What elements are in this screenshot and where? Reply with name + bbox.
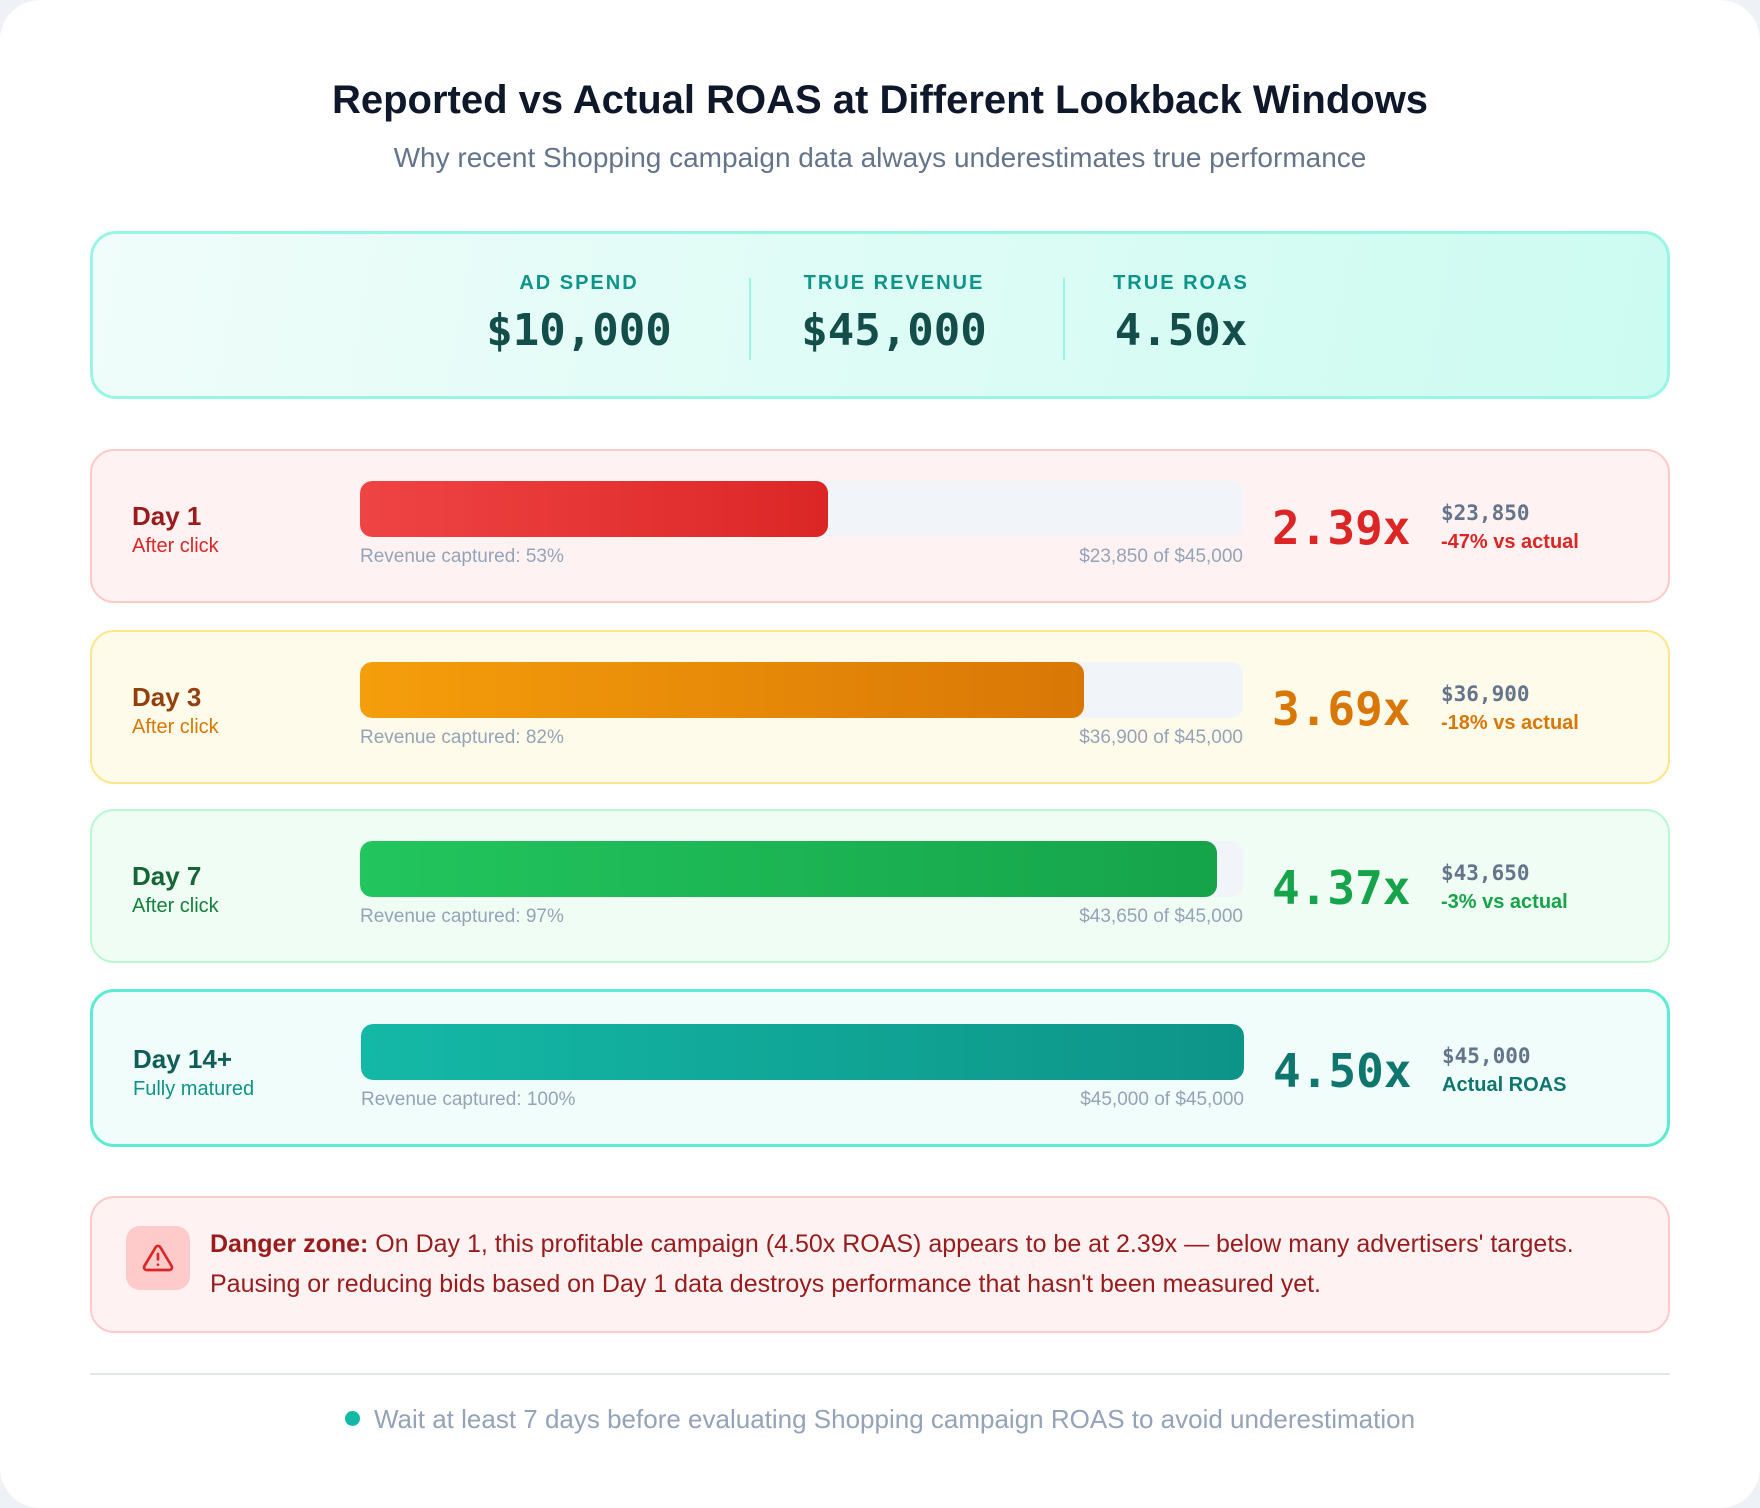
lookback-row: Day 1 After click Revenue captured: 53% … bbox=[90, 449, 1670, 603]
stat-label: AD SPEND bbox=[519, 272, 639, 294]
revenue-progress-track bbox=[361, 1024, 1244, 1080]
page-subtitle: Why recent Shopping campaign data always… bbox=[393, 142, 1367, 173]
warning-triangle-icon bbox=[126, 1226, 190, 1290]
row-sub-label: After click bbox=[132, 535, 219, 557]
row-day-label: Day 3 bbox=[132, 682, 202, 712]
revenue-progress-fill bbox=[360, 662, 1085, 718]
reported-roas-value: 3.69x bbox=[1272, 682, 1411, 736]
danger-body: On Day 1, this profitable campaign (4.50… bbox=[210, 1230, 1574, 1298]
lookback-row: Day 7 After click Revenue captured: 97% … bbox=[90, 809, 1670, 963]
stat-value: 4.50x bbox=[1114, 305, 1248, 356]
row-sub-label: Fully matured bbox=[133, 1078, 255, 1100]
row-day-label: Day 1 bbox=[132, 501, 202, 531]
revenue-captured-caption: Revenue captured: 82% bbox=[360, 727, 564, 748]
row-sub-label: After click bbox=[132, 895, 219, 917]
revenue-captured-caption: Revenue captured: 53% bbox=[360, 546, 564, 567]
revenue-of-total: $43,650 of $45,000 bbox=[1079, 906, 1243, 927]
revenue-progress-track bbox=[360, 841, 1243, 897]
row-day-label: Day 7 bbox=[132, 861, 202, 891]
divider bbox=[90, 1373, 1670, 1375]
diff-vs-actual: Actual ROAS bbox=[1442, 1074, 1567, 1096]
revenue-progress-fill bbox=[360, 841, 1217, 897]
stat-true-revenue: TRUE REVENUE $45,000 bbox=[754, 272, 1034, 356]
divider bbox=[1063, 278, 1065, 360]
footer-note: Wait at least 7 days before evaluating S… bbox=[0, 1404, 1760, 1435]
diff-vs-actual: -3% vs actual bbox=[1441, 891, 1568, 913]
revenue-captured-caption: Revenue captured: 97% bbox=[360, 906, 564, 927]
revenue-progress-fill bbox=[361, 1024, 1244, 1080]
reported-roas-value: 4.37x bbox=[1272, 861, 1411, 915]
reported-revenue: $23,850 bbox=[1441, 501, 1530, 525]
page-title: Reported vs Actual ROAS at Different Loo… bbox=[331, 78, 1429, 122]
summary-panel: AD SPEND $10,000 TRUE REVENUE $45,000 TR… bbox=[90, 231, 1670, 399]
revenue-of-total: $36,900 of $45,000 bbox=[1079, 727, 1243, 748]
revenue-of-total: $45,000 of $45,000 bbox=[1080, 1089, 1244, 1110]
diff-vs-actual: -18% vs actual bbox=[1441, 712, 1579, 734]
stat-label: TRUE ROAS bbox=[1113, 272, 1249, 294]
reported-revenue: $36,900 bbox=[1441, 682, 1530, 706]
row-sub-label: After click bbox=[132, 716, 219, 738]
revenue-progress-track bbox=[360, 662, 1243, 718]
reported-revenue: $45,000 bbox=[1442, 1044, 1531, 1068]
revenue-captured-caption: Revenue captured: 100% bbox=[361, 1089, 576, 1110]
lookback-row: Day 3 After click Revenue captured: 82% … bbox=[90, 630, 1670, 784]
reported-roas-value: 4.50x bbox=[1273, 1044, 1412, 1098]
stat-label: TRUE REVENUE bbox=[803, 272, 985, 294]
revenue-progress-fill bbox=[360, 481, 828, 537]
stat-value: $45,000 bbox=[801, 305, 987, 356]
stat-value: $10,000 bbox=[486, 305, 672, 356]
bullet-dot-icon bbox=[344, 1410, 360, 1426]
danger-callout: Danger zone: On Day 1, this profitable c… bbox=[90, 1196, 1670, 1333]
reported-revenue: $43,650 bbox=[1441, 861, 1530, 885]
reported-roas-value: 2.39x bbox=[1272, 501, 1411, 555]
revenue-progress-track bbox=[360, 481, 1243, 537]
danger-text: Danger zone: On Day 1, this profitable c… bbox=[210, 1224, 1650, 1304]
stat-true-roas: TRUE ROAS 4.50x bbox=[1041, 272, 1321, 356]
lookback-row: Day 14+ Fully matured Revenue captured: … bbox=[90, 989, 1670, 1147]
divider bbox=[749, 278, 751, 360]
stat-ad-spend: AD SPEND $10,000 bbox=[439, 272, 719, 356]
danger-label: Danger zone: bbox=[210, 1230, 369, 1258]
diff-vs-actual: -47% vs actual bbox=[1441, 531, 1579, 553]
footer-text: Wait at least 7 days before evaluating S… bbox=[373, 1404, 1416, 1434]
revenue-of-total: $23,850 of $45,000 bbox=[1079, 546, 1243, 567]
row-day-label: Day 14+ bbox=[133, 1044, 233, 1074]
